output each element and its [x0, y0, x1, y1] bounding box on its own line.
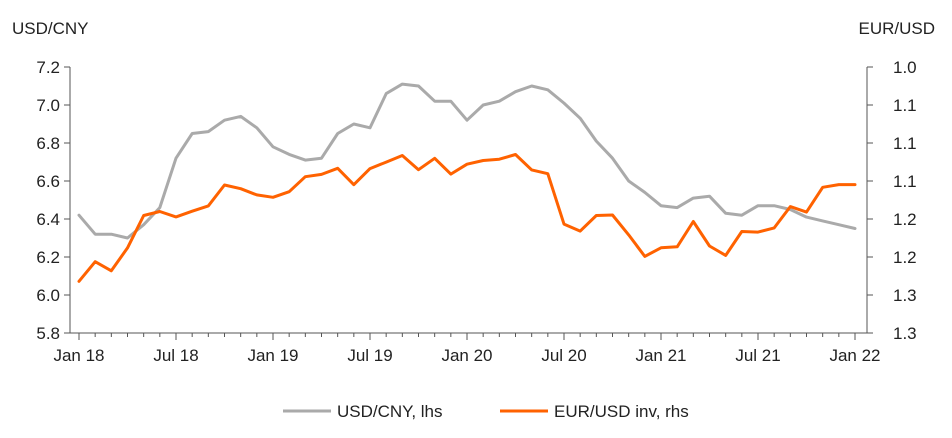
x-tick-label: Jul 20	[541, 346, 586, 365]
left-tick-label: 6.8	[36, 134, 60, 153]
x-axis: Jan 18 Jul 18 Jan 19 Jul 19 Jan 20 Jul 20 Jan …	[53, 332, 881, 365]
right-tick-label: 1.1	[893, 172, 917, 191]
x-tick-label: Jan 22	[829, 346, 880, 365]
left-tick-label: 6.6	[36, 172, 60, 191]
right-tick-label: 1.1	[893, 96, 917, 115]
legend-label: USD/CNY, lhs	[337, 402, 443, 421]
right-tick-label: 1.1	[893, 134, 917, 153]
x-tick-label: Jul 18	[153, 346, 198, 365]
x-tick-label: Jan 21	[635, 346, 686, 365]
x-tick-label: Jan 19	[247, 346, 298, 365]
right-tick-label: 1.3	[893, 286, 917, 305]
x-tick-label: Jan 18	[53, 346, 104, 365]
left-axis-ticks: 7.2 7.0 6.8 6.6 6.4 6.2 6.0 5.8	[36, 58, 71, 343]
left-tick-label: 6.2	[36, 248, 60, 267]
x-tick-label: Jul 19	[347, 346, 392, 365]
left-tick-label: 6.0	[36, 286, 60, 305]
right-axis-title: EUR/USD	[858, 19, 935, 38]
left-tick-label: 7.2	[36, 58, 60, 77]
left-axis-title: USD/CNY	[12, 19, 89, 38]
x-tick-label: Jan 20	[441, 346, 492, 365]
series-line	[77, 82, 857, 240]
left-tick-label: 6.4	[36, 210, 60, 229]
right-axis-ticks: 1.0 1.1 1.1 1.1 1.2 1.2 1.3 1.3	[866, 58, 917, 343]
series-layer	[77, 82, 857, 283]
right-tick-label: 1.3	[893, 324, 917, 343]
legend: USD/CNY, lhs EUR/USD inv, rhs	[283, 402, 689, 421]
left-tick-label: 5.8	[36, 324, 60, 343]
right-tick-label: 1.0	[893, 58, 917, 77]
x-tick-label: Jul 21	[735, 346, 780, 365]
left-tick-label: 7.0	[36, 96, 60, 115]
series-line	[77, 153, 857, 283]
right-tick-label: 1.2	[893, 210, 917, 229]
legend-label: EUR/USD inv, rhs	[554, 402, 689, 421]
right-tick-label: 1.2	[893, 248, 917, 267]
